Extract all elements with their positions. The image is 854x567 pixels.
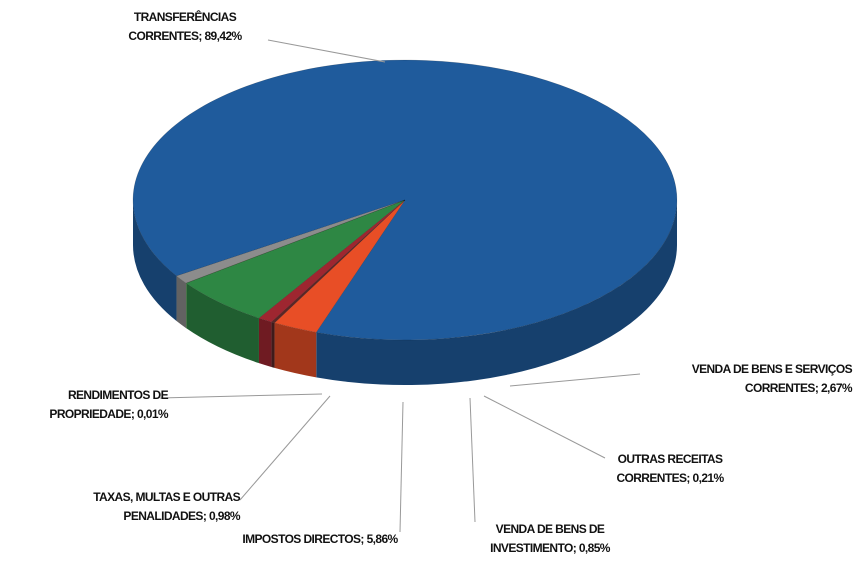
- slice-side: [176, 275, 187, 329]
- leader-line: [483, 395, 606, 459]
- pie-tops: [132, 59, 678, 341]
- slice-side: [316, 200, 677, 385]
- category-label: VENDA DE BENS DE INVESTIMENTO;: [490, 522, 605, 555]
- slice: [270, 199, 406, 324]
- value-label: 0,01%: [136, 407, 169, 421]
- category-label: TRANSFERÊNCIAS CORRENTES;: [128, 10, 237, 43]
- value-label: 0,21%: [692, 471, 725, 485]
- slice-label: TAXAS, MULTAS E OUTRAS PENALIDADES; 0,98…: [40, 488, 240, 526]
- leader-line: [469, 397, 476, 523]
- slice-side: [274, 322, 317, 378]
- value-label: 0,85%: [578, 541, 611, 555]
- slice-label: TRANSFERÊNCIAS CORRENTES; 89,42%: [100, 8, 270, 46]
- value-label: 2,67%: [820, 381, 853, 395]
- slice-side: [258, 318, 272, 367]
- slice-label: VENDA DE BENS E SERVIÇOS CORRENTES; 2,67…: [630, 360, 853, 398]
- value-label: 5,86%: [366, 532, 399, 546]
- leader-line: [159, 393, 323, 399]
- slice-label: IMPOSTOS DIRECTOS; 5,86%: [235, 530, 405, 549]
- category-label: RENDIMENTOS DE PROPRIEDADE;: [49, 388, 168, 421]
- slice: [185, 199, 406, 319]
- slice-label: RENDIMENTOS DE PROPRIEDADE; 0,01%: [0, 386, 168, 424]
- category-label: TAXAS, MULTAS E OUTRAS PENALIDADES;: [93, 490, 240, 523]
- slice: [132, 59, 678, 341]
- leader-line: [509, 373, 641, 387]
- value-label: 0,98%: [208, 509, 241, 523]
- slice: [258, 199, 406, 323]
- slice: [176, 199, 406, 284]
- leader-line: [239, 395, 331, 501]
- category-label: OUTRAS RECEITAS CORRENTES;: [616, 452, 723, 485]
- category-label: VENDA DE BENS E SERVIÇOS CORRENTES;: [691, 362, 853, 395]
- category-label: IMPOSTOS DIRECTOS;: [242, 532, 364, 546]
- slice-side: [186, 283, 259, 364]
- slice: [185, 199, 406, 284]
- pie: [132, 59, 678, 385]
- slice-label: OUTRAS RECEITAS CORRENTES; 0,21%: [595, 450, 745, 488]
- leader-line: [399, 401, 404, 533]
- slice-side: [271, 321, 275, 368]
- slice: [274, 199, 406, 333]
- leader-line: [267, 39, 386, 63]
- leaders: [159, 39, 641, 533]
- value-label: 89,42%: [204, 29, 242, 43]
- slice-side: [133, 200, 177, 321]
- slice-label: VENDA DE BENS DE INVESTIMENTO; 0,85%: [460, 520, 640, 558]
- pie-sides: [133, 200, 677, 385]
